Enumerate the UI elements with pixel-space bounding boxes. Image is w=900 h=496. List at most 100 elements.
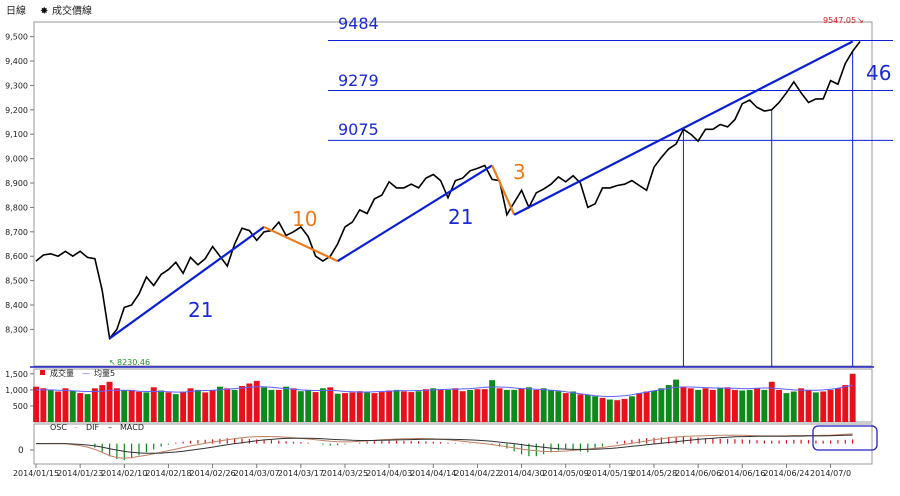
trendline-blue <box>513 40 854 216</box>
volume-bar <box>77 393 84 422</box>
price-y-tick-label: 9,200 <box>5 106 28 115</box>
x-tick-label: 2014/07/0 <box>810 469 851 478</box>
price-legend-label: 成交價線 <box>52 4 92 17</box>
x-tick-label: 2014/04/22 <box>454 469 500 478</box>
volume-bar <box>84 394 91 422</box>
trendline-blue <box>337 164 493 263</box>
price-series-line <box>35 41 861 341</box>
volume-bar <box>459 391 466 422</box>
price-y-tick-label: 8,500 <box>5 277 28 286</box>
volume-bar <box>62 388 69 422</box>
x-tick-label: 2014/04/30 <box>499 469 545 478</box>
volume-bar <box>99 385 106 422</box>
trendline-orange <box>491 165 516 216</box>
volume-bar <box>430 388 437 422</box>
volume-bar <box>776 389 782 422</box>
volume-bar <box>312 392 319 422</box>
volume-bar <box>717 388 724 422</box>
volume-bar <box>849 373 856 422</box>
price-y-tick-label: 8,700 <box>5 228 28 237</box>
price-y-tick-label: 8,800 <box>5 203 28 212</box>
volume-bar <box>614 400 621 422</box>
volume-bar <box>489 380 496 422</box>
volume-bar <box>842 385 849 422</box>
level-low-label: 9075 <box>338 120 379 139</box>
period-label: 日線 <box>6 4 26 17</box>
volume-bar <box>128 389 135 422</box>
volume-bar <box>474 389 481 422</box>
volume-bar <box>342 393 348 422</box>
volume-bar <box>408 392 415 422</box>
volume-bar <box>393 389 400 422</box>
volume-bar <box>790 391 797 422</box>
volume-bar <box>437 389 444 422</box>
volume-bar <box>40 388 47 422</box>
volume-bar <box>91 388 98 422</box>
volume-bar <box>55 391 61 422</box>
price-y-tick-label: 9,500 <box>5 33 28 42</box>
volume-bar <box>143 392 150 422</box>
macd-dash: – <box>108 423 112 432</box>
volume-y-tick-label: 1,000 <box>5 386 28 395</box>
volume-bar <box>209 390 216 422</box>
volume-bar <box>658 388 665 422</box>
osc-label: OSC <box>50 423 67 432</box>
x-tick-label: 2014/06/24 <box>763 469 809 478</box>
x-tick-label: 2014/05/28 <box>631 469 677 478</box>
volume-bar <box>820 391 827 422</box>
volume-bar <box>518 388 525 422</box>
volume-bar <box>680 386 687 422</box>
volume-bar <box>290 388 297 422</box>
volume-bar <box>481 389 488 422</box>
volume-bar <box>526 387 532 422</box>
price-panel-frame <box>33 21 873 367</box>
volume-ma-label: 均量5 <box>94 368 115 378</box>
volume-bar <box>320 388 326 422</box>
macd-panel-frame <box>33 423 873 465</box>
x-tick-label: 2014/04/03 <box>366 469 412 478</box>
x-tick-label: 2014/04/14 <box>410 469 456 478</box>
volume-bar <box>562 393 569 422</box>
trend-count-5: 46 <box>866 61 891 85</box>
volume-bar <box>665 385 672 422</box>
price-y-tick-label: 9,000 <box>5 155 28 164</box>
price-y-tick-label: 8,900 <box>5 179 28 188</box>
volume-bar <box>172 394 179 422</box>
volume-bar <box>496 388 503 422</box>
volume-bar <box>224 388 231 422</box>
volume-bar <box>724 387 731 422</box>
x-tick-label: 2014/03/17 <box>278 469 324 478</box>
x-tick-label: 2014/02/26 <box>190 469 236 478</box>
volume-bar <box>47 389 54 422</box>
volume-bar <box>511 389 518 422</box>
volume-bar <box>246 383 253 422</box>
volume-bar <box>651 390 657 422</box>
volume-bar <box>400 391 407 422</box>
min-price-label: 8230.46 <box>117 358 150 367</box>
volume-bar <box>621 398 628 422</box>
x-tick-label: 2014/01/23 <box>57 469 103 478</box>
volume-bar <box>283 386 290 422</box>
trendlines <box>108 40 854 340</box>
volume-legend-swatch <box>40 370 45 375</box>
volume-bar <box>69 390 76 422</box>
volume-bar <box>702 388 709 422</box>
volume-bar <box>739 390 746 422</box>
volume-legend-label: 成交量 <box>50 368 74 378</box>
macd-line <box>36 434 853 454</box>
volume-bar <box>754 388 760 422</box>
trend-count-3: 21 <box>448 205 473 229</box>
volume-bar <box>180 391 187 422</box>
volume-bar <box>827 389 834 422</box>
x-tick-label: 2014/03/25 <box>322 469 368 478</box>
volume-bar <box>761 389 768 422</box>
volume-bar <box>231 389 238 422</box>
volume-bar <box>746 389 753 422</box>
volume-bar <box>798 388 805 422</box>
volume-bar <box>584 394 591 422</box>
price-y-tick-label: 8,600 <box>5 252 28 261</box>
volume-bar <box>415 391 422 422</box>
volume-bar <box>732 389 738 422</box>
level-high-label: 9484 <box>338 14 379 33</box>
